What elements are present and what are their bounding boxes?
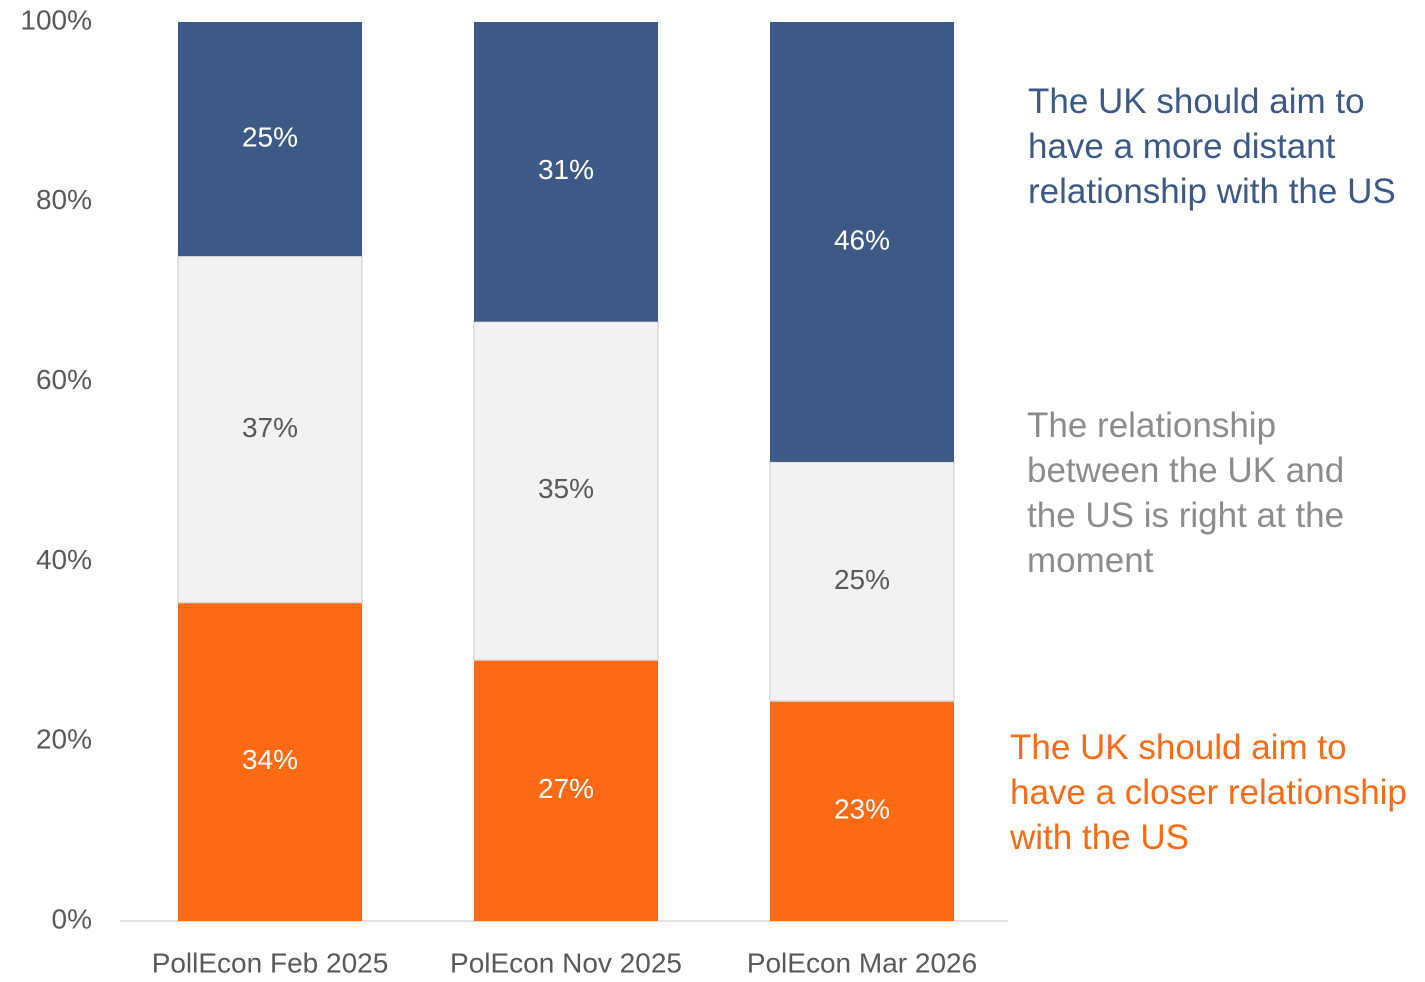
bar-segment xyxy=(770,701,954,921)
bar-segment xyxy=(178,22,362,257)
y-tick-label: 80% xyxy=(36,184,92,215)
x-tick-label: PollEcon Feb 2025 xyxy=(152,947,389,978)
data-label: 46% xyxy=(834,224,890,255)
bar-segment xyxy=(177,255,363,604)
legend-label: The UK should aim to have a closer relat… xyxy=(1010,728,1407,857)
bar-segment xyxy=(769,461,955,702)
data-label: 25% xyxy=(242,121,298,152)
legend-label: The relationship between the UK and the … xyxy=(1027,406,1345,580)
data-label: 27% xyxy=(538,773,594,804)
bar-segment xyxy=(474,22,658,322)
x-tick-label: PolEcon Mar 2026 xyxy=(747,947,977,978)
bar-segment xyxy=(178,602,362,921)
data-label: 34% xyxy=(242,744,298,775)
bar-segment xyxy=(473,320,659,661)
y-tick-label: 20% xyxy=(36,724,92,755)
data-label: 25% xyxy=(834,564,890,595)
data-label: 35% xyxy=(538,473,594,504)
x-tick-label: PolEcon Nov 2025 xyxy=(450,947,682,978)
data-label: 31% xyxy=(538,154,594,185)
bar-segment xyxy=(770,22,954,462)
data-label: 23% xyxy=(834,793,890,824)
y-tick-label: 40% xyxy=(36,544,92,575)
data-label: 37% xyxy=(242,412,298,443)
bar-segment xyxy=(474,660,658,921)
y-tick-label: 60% xyxy=(36,364,92,395)
y-tick-label: 0% xyxy=(52,903,92,934)
y-tick-label: 100% xyxy=(20,4,92,35)
legend-label: The UK should aim to have a more distant… xyxy=(1028,82,1396,211)
